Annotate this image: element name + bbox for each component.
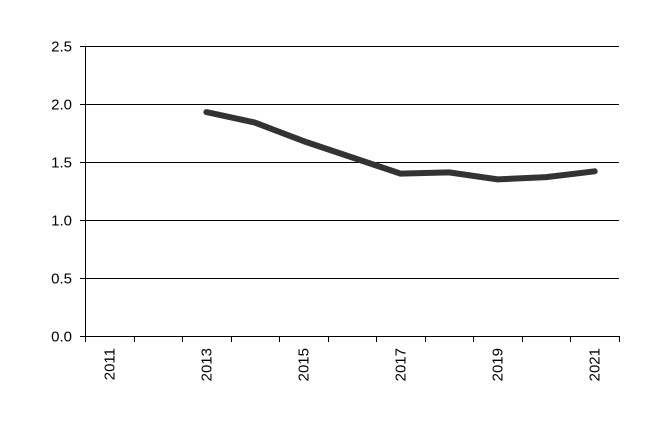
x-tick-label: 2021 (587, 348, 604, 381)
data-point (301, 138, 307, 144)
data-point (543, 174, 549, 180)
x-tick-label: 2015 (295, 348, 312, 381)
series-lines (203, 109, 598, 183)
x-tick-label: 2019 (490, 348, 507, 381)
y-tick-label: 2.5 (51, 39, 72, 56)
data-point (349, 154, 355, 160)
data-point (398, 171, 404, 177)
x-tick-label: 2011 (101, 348, 118, 380)
y-tick-label: 0.0 (51, 329, 72, 346)
y-tick-label: 2.0 (51, 97, 72, 114)
data-point (495, 176, 501, 182)
y-tick-label: 1.5 (51, 155, 72, 172)
data-point (446, 169, 452, 175)
axes (80, 46, 620, 342)
y-tick-labels: 0.0 0.5 1.0 1.5 2.0 2.5 (51, 39, 72, 346)
x-tick-label: 2017 (393, 348, 410, 381)
data-point (252, 120, 258, 126)
x-tick-label: 2013 (198, 348, 215, 381)
data-point (592, 168, 598, 174)
series-line-0 (203, 109, 598, 183)
x-tick-labels: 2011 2013 2015 2017 2019 2021 (101, 348, 603, 381)
gridlines (85, 46, 619, 279)
data-point (203, 109, 209, 115)
y-tick-label: 0.5 (51, 271, 72, 288)
y-tick-label: 1.0 (51, 213, 72, 230)
